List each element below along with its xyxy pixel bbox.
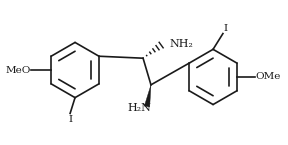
Text: H₂N: H₂N — [127, 103, 151, 113]
Polygon shape — [144, 85, 151, 107]
Text: I: I — [68, 115, 72, 124]
Text: I: I — [224, 24, 228, 33]
Text: OMe: OMe — [256, 72, 281, 81]
Text: MeO: MeO — [5, 66, 31, 75]
Text: NH₂: NH₂ — [170, 39, 194, 49]
